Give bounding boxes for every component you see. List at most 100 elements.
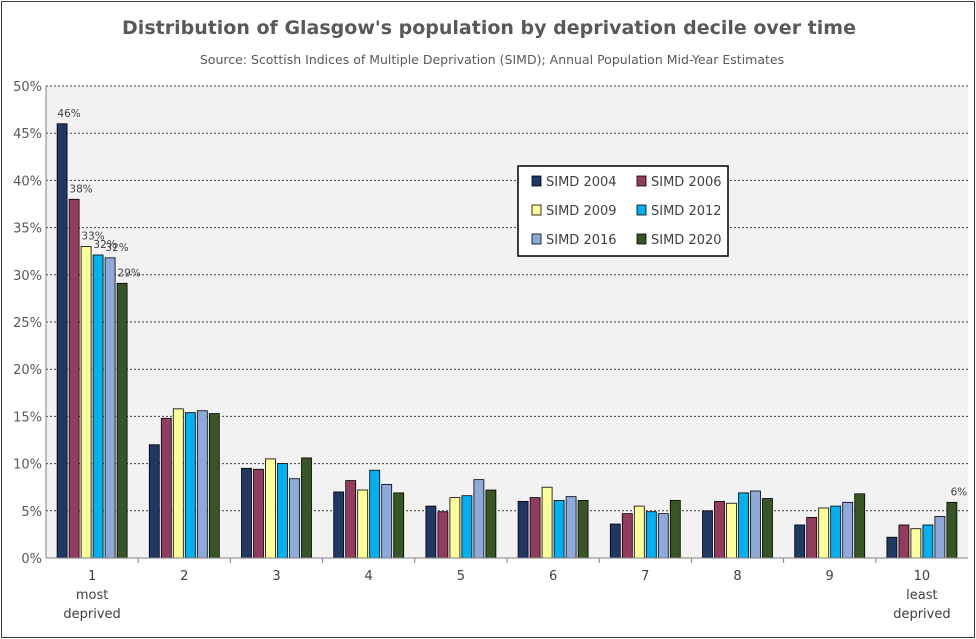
bar — [714, 500, 725, 559]
bar — [381, 483, 393, 559]
legend: SIMD 2004 SIMD 2006 SIMD 2009 SIMD 2012 SIMD… — [517, 165, 729, 257]
bar — [910, 528, 922, 559]
legend-swatch — [636, 204, 647, 216]
legend-box — [517, 165, 729, 257]
bar — [148, 444, 160, 559]
legend-swatch — [636, 233, 647, 245]
bar — [529, 497, 541, 559]
bar — [425, 505, 437, 559]
data-label: 46% — [57, 108, 80, 120]
bar — [461, 495, 473, 559]
bar — [577, 500, 589, 559]
data-label: 33% — [81, 230, 104, 242]
bar — [541, 486, 553, 559]
bar — [184, 412, 196, 559]
bar — [357, 489, 369, 559]
y-tick-label: 25% — [13, 316, 42, 331]
bar — [922, 524, 934, 559]
data-label: 29% — [117, 267, 140, 279]
bar — [726, 502, 737, 559]
bar — [702, 510, 713, 559]
bar — [265, 458, 276, 559]
bar — [437, 511, 449, 559]
bar — [80, 246, 92, 559]
legend-swatch — [531, 204, 542, 216]
y-tick-label: 20% — [13, 363, 42, 378]
bar — [208, 413, 220, 559]
bar — [794, 524, 806, 559]
bar — [277, 463, 288, 559]
data-label: 6% — [951, 486, 968, 498]
x-tick-label: 9 — [826, 569, 834, 584]
y-tick-label: 0% — [21, 552, 42, 567]
legend-swatch — [531, 233, 542, 245]
y-tick-label: 5% — [21, 505, 42, 520]
bar — [517, 500, 529, 559]
x-tick-label: 4 — [365, 569, 373, 584]
x-tick-label: 8 — [733, 569, 741, 584]
bar — [345, 480, 357, 559]
bar — [609, 523, 621, 559]
bar — [565, 496, 577, 559]
bar — [172, 408, 184, 559]
legend-swatch — [531, 175, 542, 187]
x-tick-label: 3 — [272, 569, 280, 584]
legend-swatch — [636, 175, 647, 187]
x-tick-label: 2 — [180, 569, 188, 584]
data-label: 32% — [93, 239, 116, 251]
bar — [946, 501, 958, 559]
x-tick-label: 7 — [641, 569, 649, 584]
bar — [196, 410, 208, 559]
data-label: 38% — [69, 183, 92, 195]
y-tick-label: 15% — [13, 410, 42, 425]
bar — [56, 123, 68, 559]
x-tick-label: 10 — [914, 569, 931, 584]
chart-title: Distribution of Glasgow's population by … — [122, 17, 856, 39]
y-tick-label: 45% — [13, 127, 42, 142]
x-tick-label: 5 — [457, 569, 465, 584]
bar — [806, 517, 818, 559]
y-tick-label: 30% — [13, 269, 42, 284]
y-tick-label: 10% — [13, 458, 42, 473]
bar — [68, 198, 80, 559]
x-tick-sublabel: least — [906, 588, 937, 603]
bar — [393, 492, 405, 559]
bar — [449, 497, 461, 559]
bar — [818, 507, 830, 559]
bar — [301, 457, 312, 559]
bar — [253, 468, 264, 559]
bar — [830, 505, 842, 559]
bar — [633, 505, 645, 559]
bar — [738, 492, 749, 559]
x-tick-sublabel: deprived — [893, 607, 950, 622]
y-tick-label: 35% — [13, 222, 42, 237]
y-tick-label: 50% — [13, 80, 42, 95]
bar — [669, 500, 681, 559]
bar — [289, 478, 300, 559]
legend-label: SIMD 2020 — [651, 233, 722, 248]
bar — [645, 511, 657, 559]
x-tick-label: 1 — [88, 569, 96, 584]
bar — [160, 417, 172, 559]
legend-label: SIMD 2012 — [651, 204, 722, 219]
bar — [333, 491, 345, 559]
bar — [485, 489, 497, 559]
bar — [886, 536, 898, 559]
bar — [842, 501, 854, 559]
bar — [553, 500, 565, 559]
legend-label: SIMD 2006 — [651, 175, 722, 190]
bar — [762, 498, 773, 559]
bar — [750, 490, 761, 559]
bar — [621, 513, 633, 559]
bar — [657, 513, 669, 559]
bar — [92, 254, 104, 559]
legend-label: SIMD 2004 — [546, 175, 617, 190]
chart-subtitle: Source: Scottish Indices of Multiple Dep… — [200, 52, 784, 67]
bar — [116, 282, 128, 559]
legend-label: SIMD 2016 — [546, 233, 617, 248]
axes: 0% 5% 10% 15% 20% 25% 30% 35% 40% 45% 50% 1 most depr… — [13, 80, 968, 622]
x-tick-sublabel: most — [76, 588, 109, 603]
bar — [854, 493, 866, 559]
